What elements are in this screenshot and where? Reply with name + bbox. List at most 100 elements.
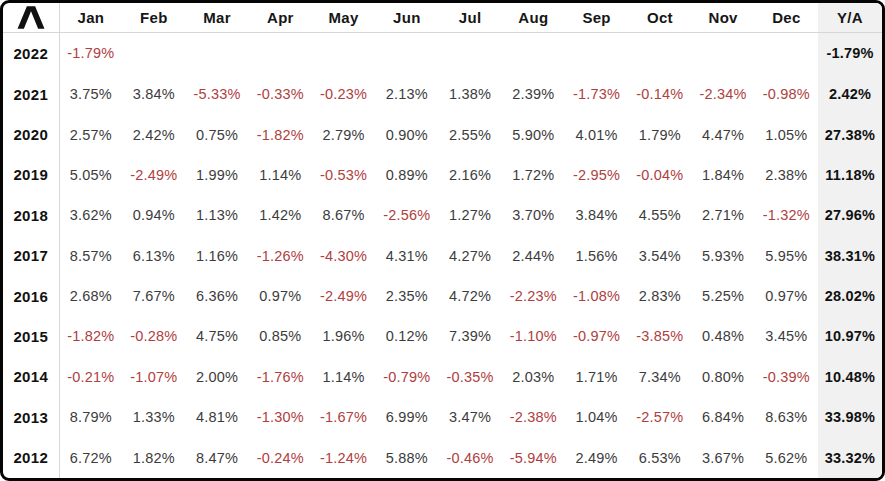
cell-2013-feb: 1.33% (122, 397, 185, 437)
cell-2017-sep: 1.56% (565, 236, 628, 276)
cell-2016-nov: 5.25% (692, 276, 755, 316)
table-row-2017: 20178.57%6.13%1.16%-1.26%-4.30%4.31%4.27… (3, 236, 882, 276)
cell-2016-sep: -1.08% (565, 276, 628, 316)
column-header-feb: Feb (122, 3, 185, 33)
cell-2021-oct: -0.14% (628, 74, 691, 114)
year-label-2022: 2022 (3, 33, 59, 74)
cell-2014-aug: 2.03% (502, 357, 565, 397)
cell-2016-may: -2.49% (312, 276, 375, 316)
cell-2018-feb: 0.94% (122, 195, 185, 235)
cell-2018-may: 8.67% (312, 195, 375, 235)
cell-2014-apr: -1.76% (249, 357, 312, 397)
column-header-oct: Oct (628, 3, 691, 33)
cell-2022-jul (439, 33, 502, 74)
cell-2014-ya: 10.48% (818, 357, 882, 397)
cell-2020-may: 2.79% (312, 114, 375, 154)
cell-2017-mar: 1.16% (186, 236, 249, 276)
year-label-2017: 2017 (3, 236, 59, 276)
cell-2017-nov: 5.93% (692, 236, 755, 276)
cell-2017-jun: 4.31% (375, 236, 438, 276)
cell-2013-mar: 4.81% (186, 397, 249, 437)
table-row-2022: 2022-1.79%-1.79% (3, 33, 882, 74)
cell-2014-feb: -1.07% (122, 357, 185, 397)
table-row-2021: 20213.75%3.84%-5.33%-0.33%-0.23%2.13%1.3… (3, 74, 882, 114)
cell-2015-jan: -1.82% (59, 316, 122, 356)
cell-2016-jan: 2.68% (59, 276, 122, 316)
cell-2015-nov: 0.48% (692, 316, 755, 356)
cell-2019-may: -0.53% (312, 155, 375, 195)
column-header-nov: Nov (692, 3, 755, 33)
cell-2022-mar (186, 33, 249, 74)
cell-2019-sep: -2.95% (565, 155, 628, 195)
cell-2021-jan: 3.75% (59, 74, 122, 114)
cell-2012-jun: 5.88% (375, 437, 438, 478)
cell-2015-mar: 4.75% (186, 316, 249, 356)
cell-2014-sep: 1.71% (565, 357, 628, 397)
cell-2020-nov: 4.47% (692, 114, 755, 154)
cell-2015-sep: -0.97% (565, 316, 628, 356)
cell-2020-ya: 27.38% (818, 114, 882, 154)
cell-2021-jun: 2.13% (375, 74, 438, 114)
cell-2018-nov: 2.71% (692, 195, 755, 235)
cell-2021-may: -0.23% (312, 74, 375, 114)
cell-2014-dec: -0.39% (755, 357, 818, 397)
column-header-may: May (312, 3, 375, 33)
cell-2021-sep: -1.73% (565, 74, 628, 114)
cell-2022-aug (502, 33, 565, 74)
cell-2016-apr: 0.97% (249, 276, 312, 316)
cell-2017-dec: 5.95% (755, 236, 818, 276)
cell-2015-jun: 0.12% (375, 316, 438, 356)
table-row-2015: 2015-1.82%-0.28%4.75%0.85%1.96%0.12%7.39… (3, 316, 882, 356)
cell-2018-apr: 1.42% (249, 195, 312, 235)
cell-2019-mar: 1.99% (186, 155, 249, 195)
cell-2022-jun (375, 33, 438, 74)
cell-2012-sep: 2.49% (565, 437, 628, 478)
cell-2019-nov: 1.84% (692, 155, 755, 195)
cell-2018-jul: 1.27% (439, 195, 502, 235)
cell-2013-sep: 1.04% (565, 397, 628, 437)
table-row-2019: 20195.05%-2.49%1.99%1.14%-0.53%0.89%2.16… (3, 155, 882, 195)
cell-2022-ya: -1.79% (818, 33, 882, 74)
cell-2015-oct: -3.85% (628, 316, 691, 356)
cell-2020-feb: 2.42% (122, 114, 185, 154)
cell-2021-mar: -5.33% (186, 74, 249, 114)
year-label-2020: 2020 (3, 114, 59, 154)
column-header-dec: Dec (755, 3, 818, 33)
cell-2015-aug: -1.10% (502, 316, 565, 356)
cell-2015-feb: -0.28% (122, 316, 185, 356)
cell-2019-feb: -2.49% (122, 155, 185, 195)
cell-2018-jan: 3.62% (59, 195, 122, 235)
cell-2013-may: -1.67% (312, 397, 375, 437)
cell-2019-jun: 0.89% (375, 155, 438, 195)
cell-2020-sep: 4.01% (565, 114, 628, 154)
cell-2020-jun: 0.90% (375, 114, 438, 154)
year-label-2015: 2015 (3, 316, 59, 356)
year-label-2019: 2019 (3, 155, 59, 195)
cell-2012-oct: 6.53% (628, 437, 691, 478)
year-label-2012: 2012 (3, 437, 59, 478)
column-header-sep: Sep (565, 3, 628, 33)
cell-2020-apr: -1.82% (249, 114, 312, 154)
cell-2018-ya: 27.96% (818, 195, 882, 235)
cell-2012-jan: 6.72% (59, 437, 122, 478)
table-row-2013: 20138.79%1.33%4.81%-1.30%-1.67%6.99%3.47… (3, 397, 882, 437)
cell-2013-jan: 8.79% (59, 397, 122, 437)
cell-2022-nov (692, 33, 755, 74)
year-label-2016: 2016 (3, 276, 59, 316)
year-label-2018: 2018 (3, 195, 59, 235)
cell-2015-apr: 0.85% (249, 316, 312, 356)
cell-2019-dec: 2.38% (755, 155, 818, 195)
cell-2019-jul: 2.16% (439, 155, 502, 195)
cell-2022-feb (122, 33, 185, 74)
cell-2013-jun: 6.99% (375, 397, 438, 437)
cell-2013-apr: -1.30% (249, 397, 312, 437)
cell-2014-may: 1.14% (312, 357, 375, 397)
cell-2018-sep: 3.84% (565, 195, 628, 235)
cell-2019-aug: 1.72% (502, 155, 565, 195)
column-header-jun: Jun (375, 3, 438, 33)
cell-2020-jan: 2.57% (59, 114, 122, 154)
cell-2012-feb: 1.82% (122, 437, 185, 478)
cell-2012-aug: -5.94% (502, 437, 565, 478)
table-row-2018: 20183.62%0.94%1.13%1.42%8.67%-2.56%1.27%… (3, 195, 882, 235)
column-header-apr: Apr (249, 3, 312, 33)
